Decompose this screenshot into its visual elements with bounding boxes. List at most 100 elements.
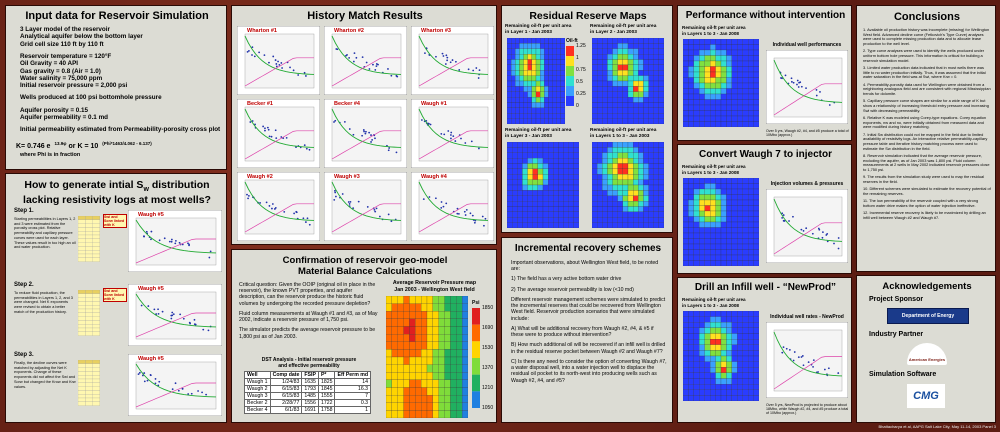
map-cell <box>693 49 700 56</box>
map-cell <box>622 211 629 218</box>
map-cell <box>683 249 689 256</box>
map-cell <box>731 60 738 67</box>
panel-title: Conclusions <box>893 11 960 23</box>
plot-dot <box>157 308 159 311</box>
input-line: Oil Gravity = 40 API <box>20 60 79 68</box>
map-cell <box>386 334 392 342</box>
plot-dot <box>348 128 351 130</box>
plot-dot <box>272 55 275 58</box>
map-cell <box>683 311 689 317</box>
map-cell <box>622 91 629 98</box>
map-cell <box>507 179 513 186</box>
map-cell <box>720 205 727 212</box>
map-cell <box>450 349 457 358</box>
input-line: Analytical aquifer below the bottom laye… <box>20 33 143 41</box>
plot-dot <box>150 230 153 233</box>
map-cell <box>726 333 732 340</box>
map-cell <box>683 178 689 184</box>
map-cell <box>693 216 700 223</box>
map-cell <box>507 147 513 153</box>
map-cell <box>612 211 618 218</box>
map-cell <box>715 378 722 385</box>
map-cell <box>522 206 528 212</box>
map-cell <box>592 163 598 169</box>
map-cell <box>397 296 404 304</box>
panel-title: Drill an Infill well - “NewProd” <box>694 282 837 293</box>
plot-dot <box>271 207 273 210</box>
map-cell <box>527 48 532 55</box>
plot-area <box>331 33 402 89</box>
map-cell <box>537 174 544 180</box>
map-cell <box>612 113 618 119</box>
map-cell <box>612 152 618 159</box>
map-cell <box>627 168 634 175</box>
map-cell <box>726 339 732 345</box>
map-cell <box>726 316 732 323</box>
map-cell <box>568 211 574 218</box>
map-cell <box>704 384 711 390</box>
plot-dot <box>450 134 452 136</box>
map-cell <box>444 372 451 380</box>
map-cell <box>421 410 428 418</box>
map-cell <box>531 80 537 87</box>
map-cell <box>511 48 516 55</box>
map-cell <box>715 355 722 362</box>
map-cell <box>553 174 559 180</box>
map-cell <box>704 367 711 373</box>
map-cell <box>612 91 618 98</box>
map-cell <box>715 66 722 73</box>
map-cell <box>699 243 705 250</box>
map-cell <box>731 355 738 362</box>
map-cell <box>699 77 705 84</box>
map-cell <box>517 201 523 207</box>
map-cell <box>597 91 603 98</box>
colorbar-label: 1 <box>576 55 579 61</box>
table-cell <box>78 308 86 313</box>
map-cell <box>531 48 537 55</box>
map-cell <box>643 102 649 108</box>
map-cell <box>450 364 457 373</box>
map-cell <box>523 54 528 60</box>
map-cell <box>556 38 561 44</box>
map-cell <box>612 168 618 175</box>
map-cell <box>617 64 623 71</box>
map-cell <box>699 395 705 401</box>
map-cell <box>432 395 439 403</box>
colorbar-band <box>472 374 480 392</box>
map-cell <box>753 77 759 84</box>
map-cell <box>683 110 689 117</box>
plot-dot <box>805 227 808 230</box>
map-cell <box>710 339 716 345</box>
map-cell <box>643 48 649 55</box>
map-cell <box>523 59 528 65</box>
map-cell <box>638 201 644 207</box>
table-header: FSIP <box>301 371 319 379</box>
map-cell <box>597 118 603 124</box>
map-cell <box>753 378 759 385</box>
map-cell <box>532 190 538 196</box>
map <box>507 142 579 228</box>
map-cell <box>568 195 574 202</box>
map-cell <box>563 222 569 228</box>
map-cell <box>720 254 727 261</box>
map-cell <box>548 179 554 186</box>
map-cell <box>688 71 694 78</box>
map-cell <box>548 48 553 55</box>
map-cell <box>688 194 694 201</box>
map-cell <box>627 201 634 207</box>
plot-dot <box>364 132 367 135</box>
map-cell <box>748 194 754 201</box>
map-cell <box>704 232 711 239</box>
map-cell <box>710 327 716 334</box>
map-cell <box>737 82 743 89</box>
map-cell <box>627 217 634 223</box>
plot-dot <box>158 239 161 242</box>
map-cell <box>720 316 727 323</box>
map-cell <box>515 80 520 87</box>
map-cell <box>542 195 549 202</box>
map-cell <box>710 183 716 190</box>
map-cell <box>403 318 410 327</box>
map-cell <box>731 227 738 234</box>
map-cell <box>522 152 528 159</box>
